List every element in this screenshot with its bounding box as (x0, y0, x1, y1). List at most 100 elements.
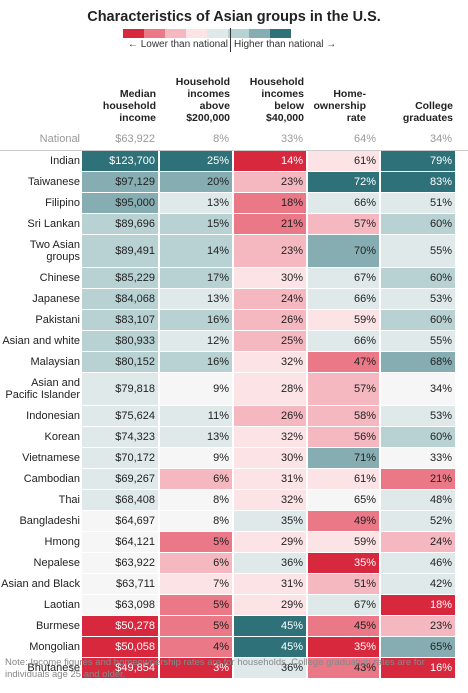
table-row: Malaysian $80,152 16% 32% 47% 68% (0, 352, 468, 373)
table-cell: $95,000 (82, 193, 159, 213)
table-row: Hmong $64,121 5% 29% 59% 24% (0, 532, 468, 553)
table-cell: 15% (160, 214, 233, 234)
row-label: Mongolian (29, 641, 80, 653)
table-cell: $68,408 (82, 490, 159, 510)
table-cell: 18% (381, 595, 456, 615)
table-cell: 53% (381, 289, 456, 309)
table-cell: 7% (160, 574, 233, 594)
row-label: Asian and white (2, 335, 80, 347)
table-cell: $64,121 (82, 532, 159, 552)
table-cell: 70% (308, 235, 380, 267)
table-cell: 13% (160, 427, 233, 447)
table-cell: 13% (160, 289, 233, 309)
column-header-line: graduates (402, 112, 453, 124)
column-header-line: Home- (333, 88, 366, 100)
table-row: Burmese $50,278 5% 45% 45% 23% (0, 616, 468, 637)
table-cell: 35% (308, 637, 380, 657)
row-label-line: Pacific Islander (5, 389, 80, 401)
row-label: Bhutanese (27, 662, 80, 674)
table-cell: $50,058 (82, 637, 159, 657)
table-cell: 61% (308, 151, 380, 171)
table-cell: 14% (234, 151, 307, 171)
column-header: Home-ownership rate (308, 88, 366, 124)
table-cell: 14% (160, 235, 233, 267)
legend-lower-label: ← Lower than national (127, 39, 228, 50)
table-cell: 31% (234, 469, 307, 489)
table-cell: 57% (308, 214, 380, 234)
table-cell: 30% (234, 448, 307, 468)
table-cell: $80,152 (82, 352, 159, 372)
legend-swatches (123, 29, 291, 38)
table-cell: $89,491 (82, 235, 159, 267)
table-row: Asian and Black $63,711 7% 31% 51% 42% (0, 574, 468, 595)
table-row: Taiwanese $97,129 20% 23% 72% 83% (0, 172, 468, 193)
table-cell: 24% (234, 289, 307, 309)
table-cell: $97,129 (82, 172, 159, 192)
row-label: Korean (44, 431, 80, 443)
table-cell: 29% (234, 532, 307, 552)
column-header-line: Household (249, 76, 304, 88)
color-legend: ← Lower than national Higher than nation… (0, 28, 468, 59)
table-cell: 32% (234, 490, 307, 510)
table-row: National $63,922 8% 33% 64% 34% (0, 128, 468, 151)
table-cell: 35% (308, 553, 380, 573)
table-row: Indian $123,700 25% 14% 61% 79% (0, 151, 468, 172)
footnote: Note: Income figures and homeownership r… (5, 657, 425, 680)
table-cell: 23% (234, 172, 307, 192)
table-cell: 23% (234, 235, 307, 267)
table-cell: $63,922 (82, 553, 159, 573)
legend-swatch (186, 29, 207, 38)
table-cell: 25% (160, 151, 233, 171)
table-cell: 45% (308, 616, 380, 636)
table-cell: 83% (381, 172, 456, 192)
legend-swatch (144, 29, 165, 38)
table-cell: 79% (381, 151, 456, 171)
table-row: Bhutanese $49,854 3% 36% 43% 16% (0, 658, 468, 679)
row-label: Bangladeshi (19, 515, 80, 527)
table-cell: 49% (308, 511, 380, 531)
table-row: Cambodian $69,267 6% 31% 61% 21% (0, 469, 468, 490)
table-row: Japanese $84,068 13% 24% 66% 53% (0, 289, 468, 310)
table-cell: 12% (160, 331, 233, 351)
table-cell: 59% (308, 532, 380, 552)
row-label-line: Two Asian (29, 239, 80, 251)
table-cell: 8% (160, 490, 233, 510)
table-cell: 20% (160, 172, 233, 192)
row-label-line: groups (46, 251, 80, 263)
table-cell: 24% (381, 532, 456, 552)
table-cell: 64% (308, 128, 380, 150)
table-cell: 5% (160, 616, 233, 636)
table-cell: $49,854 (82, 658, 159, 678)
table-cell: 60% (381, 427, 456, 447)
table-row: Indonesian $75,624 11% 26% 58% 53% (0, 406, 468, 427)
table-row: Asian and Pacific Islander $79,818 9% 28% 57%… (0, 373, 468, 406)
table-cell: 65% (308, 490, 380, 510)
table-cell: 32% (234, 352, 307, 372)
table-cell: 65% (381, 637, 456, 657)
table-cell: 6% (160, 469, 233, 489)
legend-swatch (270, 29, 291, 38)
table-row: Mongolian $50,058 4% 45% 35% 65% (0, 637, 468, 658)
table-cell: 5% (160, 595, 233, 615)
legend-divider (230, 28, 231, 52)
table-cell: 66% (308, 289, 380, 309)
table-cell: $50,278 (82, 616, 159, 636)
table-cell: 5% (160, 532, 233, 552)
table-row: Sri Lankan $89,696 15% 21% 57% 60% (0, 214, 468, 235)
table-cell: $84,068 (82, 289, 159, 309)
table-row: Asian and white $80,933 12% 25% 66% 55% (0, 331, 468, 352)
table-cell: $69,267 (82, 469, 159, 489)
column-header: Median household income (82, 88, 156, 124)
table-cell: 59% (308, 310, 380, 330)
row-label: Nepalese (33, 557, 80, 569)
table-row: Chinese $85,229 17% 30% 67% 60% (0, 268, 468, 289)
table-cell: 67% (308, 595, 380, 615)
table-cell: 55% (381, 235, 456, 267)
row-label: Asian and Pacific Islander (0, 377, 80, 401)
table-cell: $123,700 (82, 151, 159, 171)
table-cell: 60% (381, 310, 456, 330)
table-cell: 21% (381, 469, 456, 489)
table-cell: 16% (160, 352, 233, 372)
table-cell: 35% (234, 511, 307, 531)
row-label: Pakistani (35, 314, 80, 326)
